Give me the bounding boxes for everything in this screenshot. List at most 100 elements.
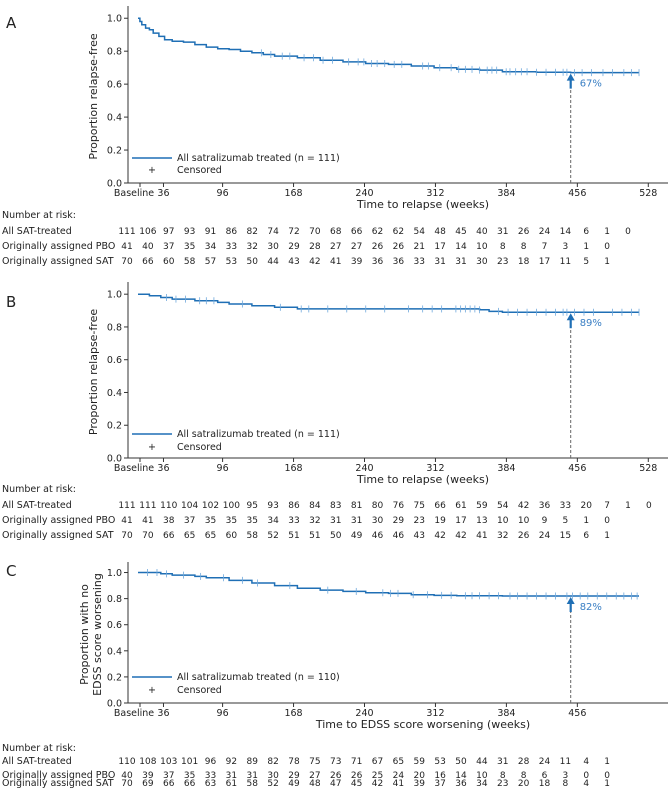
- risk-value: 9: [542, 516, 548, 526]
- risk-value: 110: [160, 501, 177, 511]
- risk-value: 1: [604, 757, 610, 767]
- risk-value: 101: [181, 757, 198, 767]
- risk-value: 31: [497, 227, 508, 237]
- risk-value: 6: [583, 227, 589, 237]
- risk-value: 0: [604, 516, 610, 526]
- risk-value: 14: [455, 771, 467, 781]
- risk-value: 28: [309, 242, 321, 252]
- annotation-label: 67%: [580, 79, 602, 90]
- x-tick-label: 168: [284, 463, 302, 474]
- risk-value: 53: [226, 257, 237, 267]
- risk-value: 106: [139, 227, 156, 237]
- risk-value: 42: [434, 531, 445, 541]
- risk-value: 26: [518, 531, 530, 541]
- risk-row-label: All SAT-treated: [2, 226, 72, 237]
- risk-value: 59: [414, 757, 426, 767]
- risk-value: 17: [434, 242, 445, 252]
- risk-value: 93: [267, 501, 278, 511]
- risk-value: 8: [521, 242, 527, 252]
- y-tick-label: 0.2: [107, 672, 122, 683]
- risk-value: 86: [288, 501, 300, 511]
- risk-value: 68: [330, 227, 342, 237]
- km-curve: [138, 571, 639, 597]
- risk-value: 14: [455, 242, 467, 252]
- legend-series-label: All satralizumab treated (n = 110): [177, 672, 340, 683]
- risk-value: 44: [476, 757, 488, 767]
- risk-value: 42: [309, 257, 320, 267]
- risk-value: 26: [372, 242, 384, 252]
- risk-value: 41: [393, 779, 404, 788]
- risk-value: 23: [497, 257, 508, 267]
- x-axis-label: Time to EDSS score worsening (weeks): [315, 718, 530, 731]
- risk-value: 19: [434, 516, 446, 526]
- risk-value: 45: [455, 227, 466, 237]
- risk-row-label: Originally assigned SAT: [2, 256, 114, 267]
- risk-value: 35: [205, 516, 216, 526]
- risk-value: 39: [351, 257, 363, 267]
- risk-value: 61: [226, 779, 237, 788]
- y-tick-label: 0.0: [107, 454, 122, 465]
- risk-value: 61: [455, 501, 466, 511]
- risk-value: 41: [476, 531, 487, 541]
- annotation-label: 89%: [580, 318, 602, 329]
- risk-value: 10: [518, 516, 530, 526]
- risk-value: 24: [393, 771, 405, 781]
- x-tick-label: 456: [568, 188, 586, 199]
- risk-value: 66: [351, 227, 363, 237]
- risk-value: 50: [247, 257, 259, 267]
- y-tick-label: 0.0: [107, 699, 122, 710]
- risk-value: 60: [226, 531, 238, 541]
- risk-value: 18: [539, 779, 551, 788]
- risk-value: 10: [476, 771, 488, 781]
- risk-value: 1: [604, 779, 610, 788]
- risk-value: 96: [205, 757, 217, 767]
- y-tick-label: 0.6: [107, 355, 122, 366]
- y-tick-label: 0.2: [107, 146, 122, 157]
- risk-value: 29: [393, 516, 405, 526]
- risk-value: 35: [226, 516, 237, 526]
- risk-row-label: Originally assigned SAT: [2, 530, 114, 541]
- risk-value: 49: [351, 531, 363, 541]
- risk-value: 35: [184, 242, 195, 252]
- risk-value: 43: [288, 257, 299, 267]
- risk-value: 5: [583, 257, 589, 267]
- risk-value: 8: [521, 771, 527, 781]
- risk-value: 0: [646, 501, 652, 511]
- risk-value: 1: [583, 516, 589, 526]
- risk-value: 39: [414, 779, 426, 788]
- risk-value: 97: [163, 227, 174, 237]
- risk-value: 33: [414, 257, 425, 267]
- y-axis-label-line: Proportion with no: [78, 584, 91, 685]
- risk-value: 111: [118, 501, 135, 511]
- risk-value: 13: [476, 516, 487, 526]
- risk-value: 62: [372, 227, 383, 237]
- risk-value: 50: [455, 757, 467, 767]
- risk-row-label: All SAT-treated: [2, 756, 72, 767]
- x-tick-label: 384: [497, 188, 515, 199]
- risk-value: 15: [560, 531, 571, 541]
- risk-value: 58: [247, 779, 259, 788]
- legend-censor-symbol: +: [148, 165, 156, 176]
- legend-censored-label: Censored: [177, 165, 222, 176]
- x-tick-label: Baseline: [114, 188, 154, 199]
- risk-value: 49: [288, 779, 300, 788]
- risk-value: 52: [267, 531, 278, 541]
- risk-value: 40: [142, 242, 154, 252]
- risk-value: 0: [583, 771, 589, 781]
- risk-value: 11: [560, 757, 571, 767]
- risk-value: 57: [205, 257, 216, 267]
- risk-value: 76: [393, 501, 405, 511]
- risk-value: 23: [497, 779, 508, 788]
- risk-value: 111: [139, 501, 156, 511]
- y-tick-label: 0.8: [107, 594, 122, 605]
- legend-censored-label: Censored: [177, 442, 222, 453]
- y-tick-label: 0.8: [107, 322, 122, 333]
- annotation-arrow-head: [566, 597, 575, 605]
- risk-value: 26: [351, 771, 363, 781]
- risk-value: 33: [560, 501, 571, 511]
- risk-value: 91: [205, 227, 216, 237]
- risk-value: 111: [118, 227, 135, 237]
- risk-value: 44: [267, 257, 279, 267]
- risk-value: 5: [563, 516, 569, 526]
